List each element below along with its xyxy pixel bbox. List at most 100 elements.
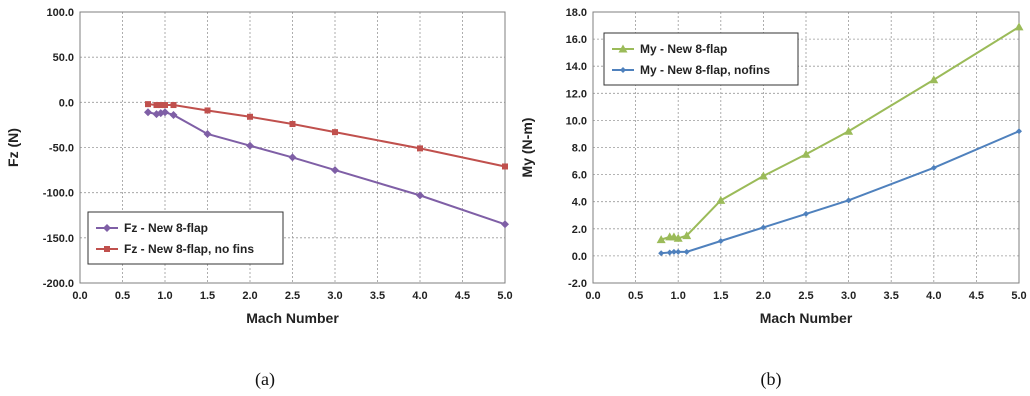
y-tick-label: -100.0 [43,188,74,200]
x-tick-label: 5.0 [1011,290,1026,302]
data-point-series-1 [656,235,666,244]
data-point-series-2 [666,249,673,256]
data-point-series-1 [203,129,212,138]
data-point-series-2 [157,102,164,109]
data-point-series-2 [145,101,151,108]
data-point-series-1 [288,153,297,162]
data-point-series-2 [717,237,724,244]
y-tick-label: -150.0 [43,233,74,245]
legend-swatch-marker [618,44,628,53]
y-tick-labels-b: 18.0 16.0 14.0 12.0 10.0 8.0 6.0 4.0 2.0 0.0 -2.0 [566,7,587,290]
x-tick-label: 3.0 [327,290,342,302]
data-point-series-2 [153,102,160,109]
legend-entry-label: My - New 8-flap, nofins [640,63,770,77]
series-layer-b [656,22,1024,257]
series-line-2 [147,103,506,168]
data-point-series-2 [845,197,852,204]
x-tick-label: 4.0 [926,290,941,302]
x-tick-label: 3.0 [841,290,856,302]
x-tick-label: 4.5 [969,290,984,302]
series-2-group [145,101,508,170]
data-point-series-2 [683,248,690,255]
data-point-series-2 [289,121,296,128]
data-point-series-1 [758,171,768,180]
legend-swatch-marker [103,224,111,232]
data-point-series-2 [803,210,809,217]
series-2-group [658,128,1022,257]
legend-entry-label: Fz - New 8-flap, no fins [124,242,254,256]
y-tick-label: 100.0 [46,7,74,19]
data-point-series-2 [760,224,767,231]
y-tick-label: 50.0 [53,52,74,64]
data-point-series-1 [169,110,178,119]
y-axis-title-a: Fz (N) [5,128,21,167]
data-point-series-1 [682,231,692,240]
y-tick-label: 4.0 [572,197,587,209]
series-1-group [144,108,509,229]
legend-box [603,32,799,86]
data-point-series-2 [162,102,168,109]
data-point-series-1 [1014,22,1024,31]
data-point-series-1 [331,166,339,175]
data-point-series-2 [658,250,665,257]
data-point-series-1 [844,126,854,135]
series-line-2 [661,130,1020,255]
data-point-series-1 [716,195,726,204]
y-tick-label: 2.0 [572,224,587,236]
plot-area-frame-b [592,11,1020,284]
data-point-series-1 [161,108,169,117]
x-tick-label: 2.0 [756,290,771,302]
x-axis-title-b: Mach Number [760,310,853,326]
x-tick-label: 0.5 [115,290,130,302]
chart-panel-a: 100.050.00.0-50.0-100.0-150.0-200.0 0.0 0… [5,7,513,390]
series-line-1 [147,111,506,226]
y-tick-label: 12.0 [566,88,587,100]
data-point-series-1 [246,141,254,150]
legend-entry-label: Fz - New 8-flap [124,221,208,235]
data-point-series-1 [501,220,509,229]
y-tick-label: 0.0 [59,97,74,109]
legend-box [87,211,284,265]
x-tick-label: 4.5 [455,290,470,302]
chart-panel-b: 18.016.014.012.010.08.06.04.02.00.0-2.0 … [519,7,1027,390]
x-tick-label: 1.5 [200,290,215,302]
x-tick-labels-b: 0.0 0.5 1.0 1.5 2.0 2.5 3.0 3.5 4.0 4.5 5.0 [585,290,1026,302]
x-tick-label: 1.5 [713,290,728,302]
legend-swatch-marker [104,246,110,252]
y-tick-label: -2.0 [568,278,587,290]
y-tick-label: 6.0 [572,170,587,182]
x-tick-label: 5.0 [497,290,512,302]
x-tick-label: 0.5 [628,290,643,302]
data-point-series-2 [332,129,338,136]
x-tick-label: 3.5 [370,290,385,302]
legend-a: Fz - New 8-flap Fz - New 8-flap, no fins [87,211,284,265]
x-tick-label: 1.0 [671,290,686,302]
y-axis-title-b: My (N-m) [519,118,535,178]
data-point-series-2 [417,145,423,152]
legend-swatch-marker [620,67,626,73]
y-tick-label: -50.0 [49,143,74,155]
caption-b: (b) [761,369,782,390]
data-point-series-1 [416,191,424,200]
legend-b: My - New 8-flap My - New 8-flap, nofins [603,32,799,86]
y-tick-label: 0.0 [572,251,587,263]
data-point-series-2 [675,248,682,255]
data-point-series-2 [1016,128,1022,135]
y-tick-label: 18.0 [566,7,587,19]
data-point-series-2 [930,164,937,171]
x-tick-label: 2.0 [242,290,257,302]
x-tick-labels-a: 0.0 0.5 1.0 1.5 2.0 2.5 3.0 3.5 4.0 4.5 5.0 [72,290,512,302]
y-tick-label: 10.0 [566,115,587,127]
data-point-series-1 [801,149,811,158]
x-tick-label: 4.0 [412,290,427,302]
plot-area-frame-a [79,11,506,284]
x-axis-title-a: Mach Number [246,310,339,326]
x-tick-label: 0.0 [585,290,600,302]
x-tick-label: 1.0 [157,290,172,302]
x-tick-label: 2.5 [285,290,300,302]
data-point-series-2 [670,248,677,255]
y-tick-label: -200.0 [43,278,74,290]
legend-entry-label: My - New 8-flap [640,42,727,56]
data-point-series-2 [502,163,508,170]
